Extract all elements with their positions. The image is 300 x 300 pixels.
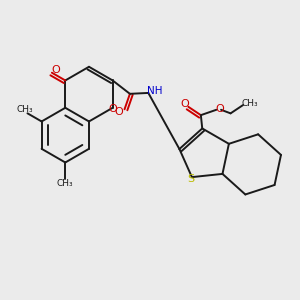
Text: NH: NH xyxy=(147,86,163,96)
Text: CH₃: CH₃ xyxy=(241,99,258,108)
Text: O: O xyxy=(109,104,118,114)
Text: O: O xyxy=(51,65,60,75)
Text: CH₃: CH₃ xyxy=(17,105,33,114)
Text: CH₃: CH₃ xyxy=(56,179,73,188)
Text: O: O xyxy=(115,107,124,117)
Text: O: O xyxy=(180,99,189,110)
Text: O: O xyxy=(215,103,224,114)
Text: S: S xyxy=(187,174,194,184)
